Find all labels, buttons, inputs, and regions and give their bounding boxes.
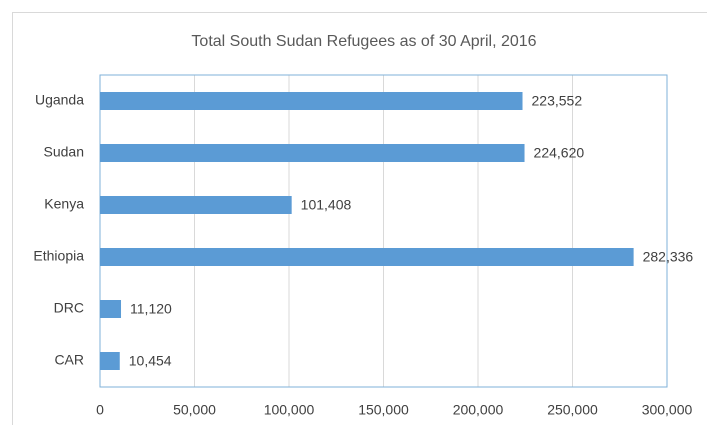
y-tick-label: CAR [54, 352, 84, 368]
x-tick-label: 250,000 [547, 402, 598, 418]
x-tick-label: 50,000 [173, 402, 216, 418]
y-tick-label: Kenya [44, 196, 84, 212]
bar [100, 352, 120, 370]
data-label: 282,336 [643, 249, 694, 265]
chart-frame [12, 12, 707, 425]
bar [100, 144, 525, 162]
bar [100, 92, 523, 110]
data-label: 10,454 [129, 353, 172, 369]
bar [100, 196, 292, 214]
y-tick-label: DRC [54, 300, 84, 316]
x-tick-label: 150,000 [358, 402, 409, 418]
data-label: 224,620 [534, 145, 585, 161]
x-tick-label: 100,000 [264, 402, 315, 418]
x-tick-label: 200,000 [453, 402, 504, 418]
y-tick-label: Ethiopia [33, 248, 84, 264]
data-label: 223,552 [532, 93, 583, 109]
data-label: 101,408 [301, 197, 352, 213]
data-label: 11,120 [130, 301, 172, 317]
plot-border [99, 74, 668, 388]
y-tick-label: Uganda [35, 92, 84, 108]
y-tick-label: Sudan [44, 144, 84, 160]
x-tick-label: 0 [96, 402, 104, 418]
x-tick-label: 300,000 [642, 402, 693, 418]
chart-title: Total South Sudan Refugees as of 30 Apri… [191, 33, 536, 50]
bar [100, 248, 634, 266]
bar [100, 300, 122, 318]
